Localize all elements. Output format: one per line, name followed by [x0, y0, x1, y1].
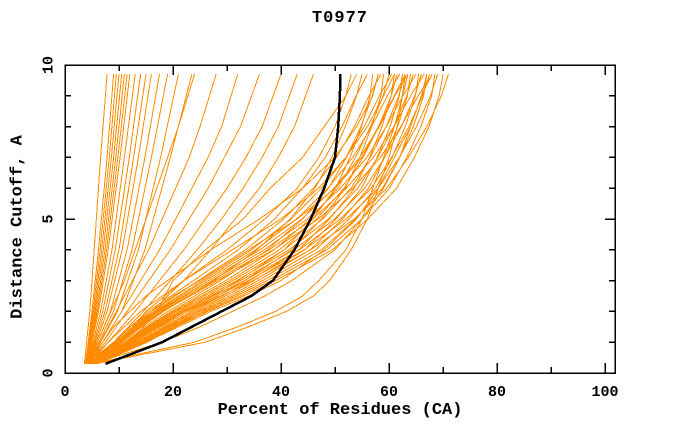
model-curve	[92, 74, 390, 365]
model-curve	[96, 74, 436, 365]
model-curve	[86, 74, 136, 364]
model-curve	[87, 74, 169, 365]
model-curve	[93, 74, 430, 365]
model-curve	[93, 74, 439, 365]
x-tick-label: 60	[380, 384, 398, 401]
model-curve	[88, 74, 298, 365]
model-curve	[90, 73, 368, 365]
model-curve	[86, 73, 395, 365]
model-curve	[91, 73, 409, 365]
chart-title: T0977	[311, 9, 368, 28]
model-curve	[91, 73, 425, 365]
x-axis-label: Percent of Residues (CA)	[217, 401, 463, 420]
model-curve	[92, 74, 398, 365]
model-curve	[90, 73, 382, 365]
model-curve	[97, 74, 444, 365]
x-tick-label: 0	[60, 384, 69, 401]
model-curve	[94, 74, 374, 365]
model-curve	[88, 74, 179, 365]
x-tick-label: 80	[488, 384, 506, 401]
model-curve	[89, 73, 433, 365]
model-curve	[92, 74, 379, 365]
model-curve	[86, 74, 142, 364]
model-curve	[87, 74, 239, 365]
model-curve	[91, 73, 433, 365]
model-curve	[93, 74, 449, 365]
model-curve	[91, 73, 417, 365]
y-axis-label: Distance Cutoff, A	[8, 135, 28, 319]
model-curve	[86, 74, 131, 364]
model-curve	[88, 74, 282, 365]
model-curve	[87, 74, 147, 364]
model-curve	[87, 74, 260, 365]
model-curve	[85, 74, 123, 364]
model-curve	[86, 74, 217, 365]
model-curve	[86, 74, 196, 365]
y-tick-label: 0	[40, 368, 57, 377]
model-curve	[96, 74, 428, 365]
y-tick-label: 10	[40, 56, 57, 74]
model-curve	[83, 74, 108, 364]
model-curve	[96, 74, 420, 365]
model-curve	[90, 73, 393, 365]
x-tick-label: 20	[164, 384, 182, 401]
model-curve	[85, 74, 117, 364]
model-curve	[86, 74, 128, 364]
model-curve	[91, 74, 363, 365]
highlighted-model-curve	[105, 74, 342, 365]
x-tick-label: 100	[591, 384, 618, 401]
x-tick-label: 40	[272, 384, 290, 401]
y-tick-label: 5	[40, 214, 57, 223]
model-curve	[91, 73, 401, 365]
model-curve	[86, 74, 379, 365]
model-curve	[87, 74, 152, 364]
